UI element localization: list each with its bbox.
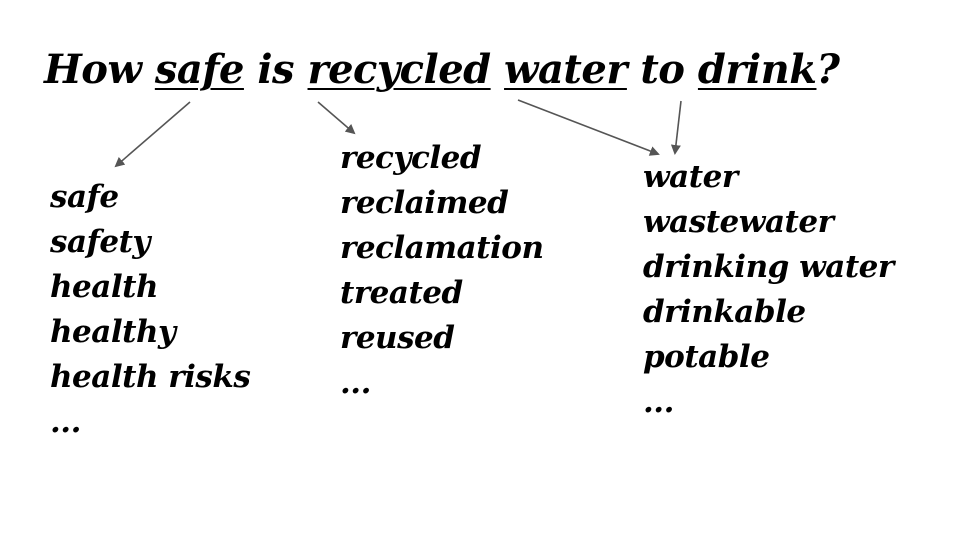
title-question-mark: ?	[816, 46, 840, 93]
arrow-safe-to-list	[114, 101, 191, 168]
title-keyword-recycled: recycled	[307, 46, 492, 93]
title-keyword-safe: safe	[154, 46, 245, 93]
list-item-ellipsis: ...	[643, 384, 674, 420]
title-keyword-drink: drink	[697, 46, 817, 93]
list-item: drinkable	[643, 294, 806, 330]
list-item: recycled	[340, 140, 481, 176]
list-item: potable	[643, 339, 770, 375]
list-item: treated	[340, 275, 463, 311]
list-item: reclaimed	[340, 185, 509, 221]
list-item: healthy	[50, 314, 176, 350]
list-item-ellipsis: ...	[50, 404, 81, 440]
arrow-recycled-to-list	[317, 101, 356, 135]
list-item: safe	[50, 179, 119, 215]
title-word-is: is	[243, 46, 308, 93]
title-word-to: to	[626, 46, 698, 93]
list-item: wastewater	[643, 204, 834, 240]
title-word-how: How	[44, 46, 155, 93]
recycled-synonyms-list: recycled reclaimed reclamation treated r…	[340, 136, 544, 406]
list-item: reclamation	[340, 230, 544, 266]
list-item-ellipsis: ...	[340, 365, 371, 401]
list-item: health	[50, 269, 158, 305]
list-item: reused	[340, 320, 455, 356]
list-item: health risks	[50, 359, 251, 395]
safe-synonyms-list: safe safety health healthy health risks …	[50, 175, 251, 445]
water-synonyms-list: water wastewater drinking water drinkabl…	[643, 155, 894, 425]
list-item: safety	[50, 224, 150, 260]
title-keyword-water: water	[504, 46, 627, 93]
slide-title: How safe is recycled water to drink?	[44, 42, 840, 98]
list-item: drinking water	[643, 249, 894, 285]
title-space	[491, 46, 504, 93]
list-item: water	[643, 159, 738, 195]
arrow-drink-to-list	[670, 100, 682, 155]
